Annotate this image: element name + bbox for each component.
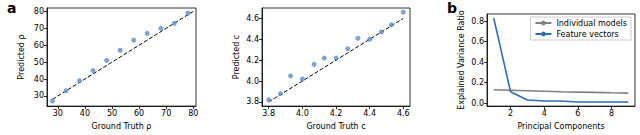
svg-text:b: b: [447, 0, 457, 16]
svg-text:30: 30: [34, 91, 44, 100]
svg-text:4.0: 4.0: [296, 109, 309, 118]
svg-text:0.0: 0.0: [471, 99, 484, 108]
svg-text:40: 40: [80, 109, 90, 118]
svg-text:3.8: 3.8: [246, 97, 259, 106]
svg-text:4.6: 4.6: [246, 14, 259, 23]
svg-text:60: 60: [34, 41, 44, 50]
svg-text:Explained Variance Ratio: Explained Variance Ratio: [457, 10, 466, 110]
svg-text:80: 80: [188, 109, 198, 118]
svg-text:0.2: 0.2: [471, 78, 484, 87]
svg-text:4.2: 4.2: [246, 56, 259, 65]
svg-text:0.8: 0.8: [471, 17, 484, 26]
svg-text:Ground Truth ρ: Ground Truth ρ: [92, 122, 152, 131]
svg-text:60: 60: [134, 109, 144, 118]
svg-text:4.6: 4.6: [397, 109, 410, 118]
svg-text:Predicted ρ: Predicted ρ: [17, 34, 26, 79]
svg-text:4.2: 4.2: [330, 109, 343, 118]
svg-text:40: 40: [34, 75, 44, 84]
svg-text:50: 50: [34, 58, 44, 67]
svg-text:Principal Components: Principal Components: [517, 122, 604, 131]
svg-text:70: 70: [161, 109, 171, 118]
svg-text:Feature vectors: Feature vectors: [556, 30, 618, 39]
svg-text:3.8: 3.8: [262, 109, 275, 118]
svg-text:50: 50: [107, 109, 117, 118]
svg-text:4.4: 4.4: [363, 109, 376, 118]
svg-text:a: a: [7, 0, 16, 16]
svg-text:70: 70: [34, 24, 44, 33]
svg-text:0.4: 0.4: [471, 58, 484, 67]
svg-text:4.0: 4.0: [246, 77, 259, 86]
svg-text:80: 80: [34, 7, 44, 16]
svg-text:2: 2: [508, 109, 513, 118]
svg-text:Predicted c: Predicted c: [232, 35, 241, 80]
svg-text:Ground Truth c: Ground Truth c: [306, 122, 365, 131]
svg-text:Individual models: Individual models: [556, 19, 627, 28]
svg-text:0.6: 0.6: [471, 37, 484, 46]
svg-text:4: 4: [542, 109, 547, 118]
svg-text:30: 30: [53, 109, 63, 118]
svg-text:6: 6: [575, 109, 580, 118]
svg-text:4.4: 4.4: [246, 35, 259, 44]
svg-text:8: 8: [609, 109, 614, 118]
